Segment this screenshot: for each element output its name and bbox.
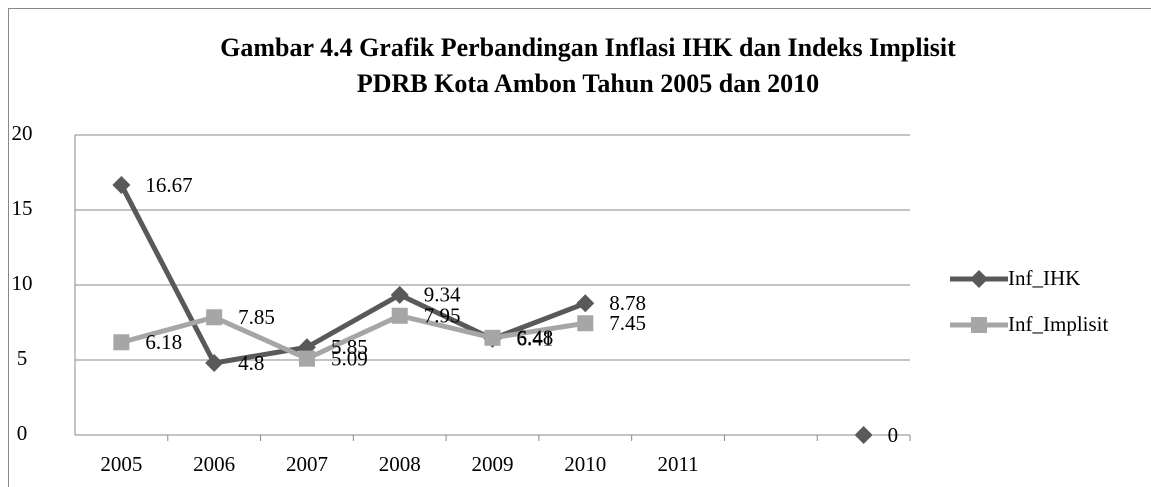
- chart-title: Gambar 4.4 Grafik Perbandingan Inflasi I…: [220, 33, 956, 62]
- data-point: [113, 334, 130, 351]
- x-tick-label: 2010: [564, 452, 606, 476]
- data-label: 6.18: [145, 330, 182, 354]
- x-tick-label: 2009: [472, 452, 514, 476]
- data-label: 5.09: [331, 346, 368, 370]
- data-label: 0: [888, 423, 899, 447]
- data-label: 7.85: [238, 305, 275, 329]
- data-label: 9.34: [424, 283, 461, 307]
- data-label: 7.95: [424, 304, 461, 328]
- data-point: [854, 426, 873, 444]
- data-label: 5.85: [331, 335, 368, 359]
- legend-label: Inf_Implisit: [1008, 312, 1108, 336]
- y-tick-label: 20: [12, 121, 33, 145]
- y-tick-label: 0: [17, 421, 28, 445]
- legend-label: Inf_IHK: [1008, 266, 1080, 290]
- x-tick-label: 2008: [379, 452, 421, 476]
- data-point: [390, 285, 409, 304]
- y-tick-label: 15: [12, 196, 33, 220]
- data-label: 4.8: [238, 351, 264, 375]
- legend-marker: [970, 270, 988, 288]
- data-label: 6.41: [517, 327, 554, 351]
- legend-marker: [971, 317, 987, 333]
- data-point: [298, 350, 315, 367]
- data-label: 6.48: [517, 326, 554, 350]
- data-label: 8.78: [609, 291, 646, 315]
- y-tick-label: 5: [17, 346, 28, 370]
- chart-title: PDRB Kota Ambon Tahun 2005 dan 2010: [357, 69, 819, 98]
- data-point: [112, 175, 131, 194]
- data-point: [206, 309, 223, 326]
- chart-frame: [8, 8, 1151, 487]
- x-tick-label: 2007: [286, 452, 328, 476]
- data-point: [577, 315, 594, 332]
- data-point: [576, 294, 595, 313]
- data-point: [205, 354, 224, 372]
- x-tick-label: 2005: [100, 452, 142, 476]
- y-tick-label: 10: [12, 271, 33, 295]
- data-label: 16.67: [145, 173, 192, 197]
- x-tick-label: 2011: [657, 452, 698, 476]
- data-point: [391, 307, 408, 324]
- data-label: 7.45: [609, 311, 646, 335]
- series-line: [120, 313, 586, 362]
- data-point: [484, 329, 501, 346]
- x-tick-label: 2006: [193, 452, 235, 476]
